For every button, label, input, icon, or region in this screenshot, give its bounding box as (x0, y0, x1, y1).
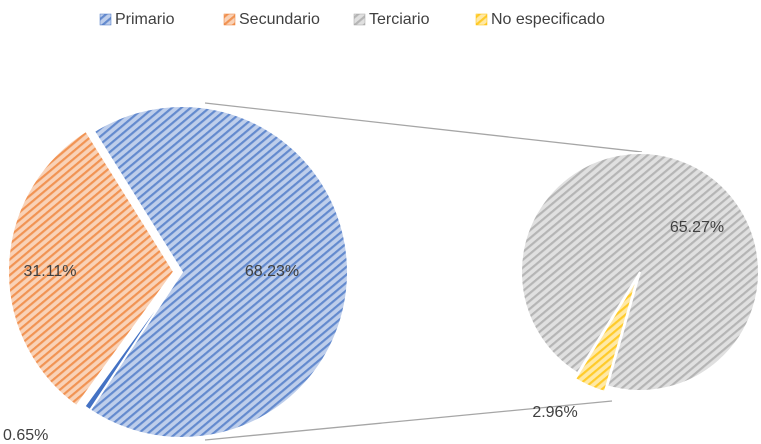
pie-slice (573, 276, 639, 394)
legend-label: Primario (115, 11, 175, 28)
pie-slice (83, 271, 183, 412)
legend-label: Secundario (239, 11, 320, 28)
pie-slice (88, 105, 349, 439)
pie-slice (7, 129, 176, 408)
data-label: 68.23% (245, 263, 299, 280)
legend-swatch (475, 13, 488, 26)
legend-swatch (353, 13, 366, 26)
data-label: 31.11% (23, 263, 76, 280)
data-label: 0.65% (3, 427, 48, 444)
connector-line (204, 102, 643, 153)
legend-swatch (223, 13, 236, 26)
legend-label: No especificado (491, 11, 605, 28)
legend-label: Terciario (369, 11, 430, 28)
data-label: 2.96% (532, 404, 577, 421)
pie-slice (520, 152, 760, 392)
data-label: 65.27% (670, 219, 724, 236)
legend-swatch (99, 13, 112, 26)
connector-line (204, 400, 613, 441)
